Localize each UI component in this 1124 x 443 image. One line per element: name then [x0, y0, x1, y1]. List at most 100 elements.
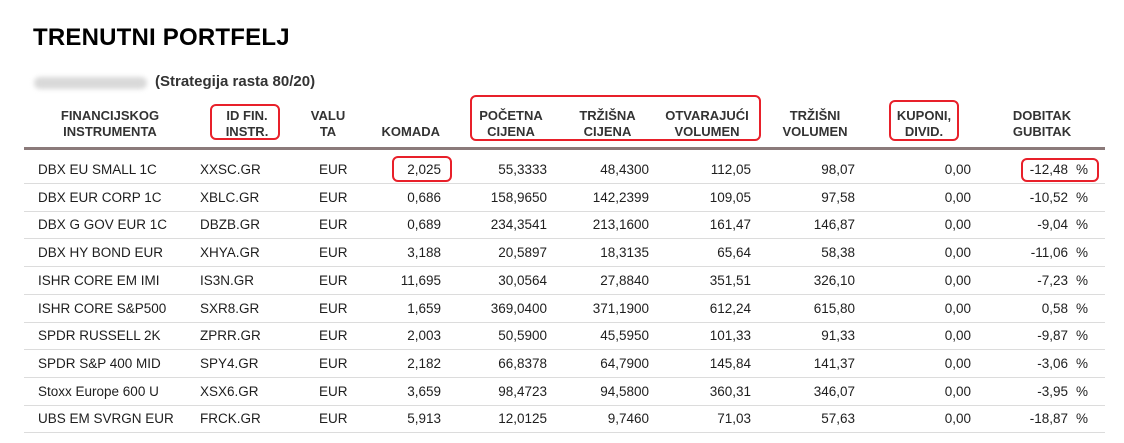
cell-currency: EUR	[319, 189, 348, 205]
cell-quantity: 0,686	[407, 189, 441, 205]
cell-profit-loss: -3,06	[1037, 355, 1068, 371]
cell-market-price: 48,4300	[600, 162, 649, 177]
highlight-id-header	[210, 104, 280, 140]
cell-open-volume: 145,84	[709, 355, 751, 371]
cell-coupons: 0,00	[944, 300, 971, 316]
cell-profit-loss: -9,04	[1037, 217, 1068, 233]
cell-profit-loss: -10,52	[1029, 189, 1068, 205]
cell-quantity: 11,695	[400, 272, 441, 288]
cell-market-volume: 91,33	[821, 328, 855, 344]
cell-coupons: 0,00	[944, 355, 971, 371]
cell-market-volume: 58,38	[821, 245, 855, 261]
cell-quantity: 2,025	[407, 162, 441, 177]
cell-open-volume: 101,33	[709, 328, 751, 344]
cell-id: XXSC.GR	[200, 162, 261, 177]
cell-id: XBLC.GR	[200, 189, 260, 205]
strategy-label: (Strategija rasta 80/20)	[155, 73, 316, 90]
cell-name: ISHR CORE EM IMI	[38, 272, 160, 288]
header-coupons: KUPONI, DIVID.	[896, 108, 952, 139]
table-row: UBS EM SVRGN EUR FRCK.GR EUR 5,913 12,0125 9,…	[24, 405, 1105, 434]
cell-percent-sign: %	[1076, 383, 1089, 399]
cell-percent-sign: %	[1076, 300, 1089, 316]
cell-percent-sign: %	[1076, 217, 1089, 233]
highlight-profit-cell	[1021, 158, 1099, 182]
page-title: TRENUTNI PORTFELJ	[33, 24, 290, 51]
cell-open-volume: 112,05	[710, 162, 751, 177]
header-market-price: TRŽIŠNA CIJENA	[579, 108, 636, 139]
table-row: ISHR CORE EM IMI IS3N.GR EUR 11,695 30,0564 2…	[24, 267, 1105, 295]
table-row: Stoxx Europe 600 U XSX6.GR EUR 3,659 98,4723…	[24, 378, 1105, 406]
cell-coupons: 0,00	[944, 411, 971, 427]
cell-currency: EUR	[319, 300, 348, 316]
header-start-price: POČETNA CIJENA	[479, 108, 543, 139]
cell-currency: EUR	[319, 217, 348, 233]
cell-coupons: 0,00	[944, 383, 971, 399]
highlight-quantity-cell	[392, 156, 452, 182]
cell-id: SPY4.GR	[200, 355, 259, 371]
cell-percent-sign: %	[1076, 189, 1089, 205]
cell-name: Stoxx Europe 600 U	[38, 383, 159, 399]
cell-profit-loss: -12,48	[1029, 162, 1068, 177]
cell-quantity: 3,188	[407, 245, 441, 261]
cell-open-volume: 109,05	[709, 189, 751, 205]
cell-coupons: 0,00	[944, 272, 971, 288]
cell-profit-loss: -7,23	[1037, 272, 1068, 288]
cell-currency: EUR	[319, 328, 348, 344]
cell-name: UBS EM SVRGN EUR	[38, 411, 174, 427]
cell-quantity: 5,913	[407, 411, 441, 427]
cell-start-price: 20,5897	[498, 245, 547, 261]
cell-id: ZPRR.GR	[200, 328, 261, 344]
cell-name: DBX EU SMALL 1C	[38, 162, 157, 177]
header-divider	[24, 147, 1105, 150]
cell-start-price: 98,4723	[498, 383, 547, 399]
redacted-name	[34, 77, 147, 89]
cell-market-price: 371,1900	[592, 300, 649, 316]
table-row: DBX EUR CORP 1C XBLC.GR EUR 0,686 158,9650 14…	[24, 184, 1105, 212]
cell-percent-sign: %	[1076, 355, 1089, 371]
cell-open-volume: 65,64	[717, 245, 751, 261]
cell-start-price: 158,9650	[490, 189, 547, 205]
cell-start-price: 234,3541	[490, 217, 547, 233]
cell-id: XSX6.GR	[200, 383, 259, 399]
cell-quantity: 2,003	[407, 328, 441, 344]
cell-id: IS3N.GR	[200, 272, 255, 288]
cell-start-price: 369,0400	[490, 300, 547, 316]
table-row: DBX G GOV EUR 1C DBZB.GR EUR 0,689 234,3541 2…	[24, 211, 1105, 240]
cell-market-price: 18,3135	[600, 245, 649, 261]
cell-start-price: 50,5900	[498, 328, 547, 344]
cell-id: FRCK.GR	[200, 411, 261, 427]
cell-percent-sign: %	[1076, 328, 1089, 344]
cell-quantity: 3,659	[407, 383, 441, 399]
table-row: ISHR CORE S&P500 SXR8.GR EUR 1,659 369,0400 3…	[24, 295, 1105, 323]
highlight-price-volume-headers	[470, 95, 761, 141]
header-open-volume: OTVARAJUĆI VOLUMEN	[665, 108, 749, 139]
cell-market-volume: 141,37	[813, 355, 855, 371]
cell-currency: EUR	[319, 162, 348, 177]
cell-profit-loss: 0,58	[1041, 300, 1068, 316]
table-row: DBX HY BOND EUR XHYA.GR EUR 3,188 20,5897 18,…	[24, 239, 1105, 268]
cell-start-price: 66,8378	[498, 355, 547, 371]
cell-market-volume: 57,63	[821, 411, 855, 427]
cell-coupons: 0,00	[944, 162, 971, 177]
cell-coupons: 0,00	[944, 328, 971, 344]
cell-profit-loss: -9,87	[1037, 328, 1068, 344]
cell-currency: EUR	[319, 411, 348, 427]
header-market-volume: TRŽIŠNI VOLUMEN	[782, 108, 848, 139]
cell-market-price: 213,1600	[592, 217, 649, 233]
header-quantity: KOMADA	[381, 124, 441, 139]
cell-id: SXR8.GR	[200, 300, 260, 316]
cell-coupons: 0,00	[944, 189, 971, 205]
header-currency: VALU TA	[310, 108, 346, 139]
cell-market-price: 9,7460	[607, 411, 649, 427]
cell-name: DBX EUR CORP 1C	[38, 189, 162, 205]
cell-currency: EUR	[319, 383, 348, 399]
header-profit-loss: DOBITAK GUBITAK	[1012, 108, 1072, 139]
cell-market-volume: 326,10	[813, 272, 855, 288]
cell-profit-loss: -3,95	[1037, 383, 1068, 399]
cell-name: DBX HY BOND EUR	[38, 245, 164, 261]
cell-start-price: 55,3333	[498, 162, 547, 177]
header-id: ID FIN. INSTR.	[225, 108, 269, 139]
cell-market-price: 142,2399	[592, 189, 649, 205]
cell-open-volume: 351,51	[709, 272, 751, 288]
cell-name: ISHR CORE S&P500	[38, 300, 167, 316]
